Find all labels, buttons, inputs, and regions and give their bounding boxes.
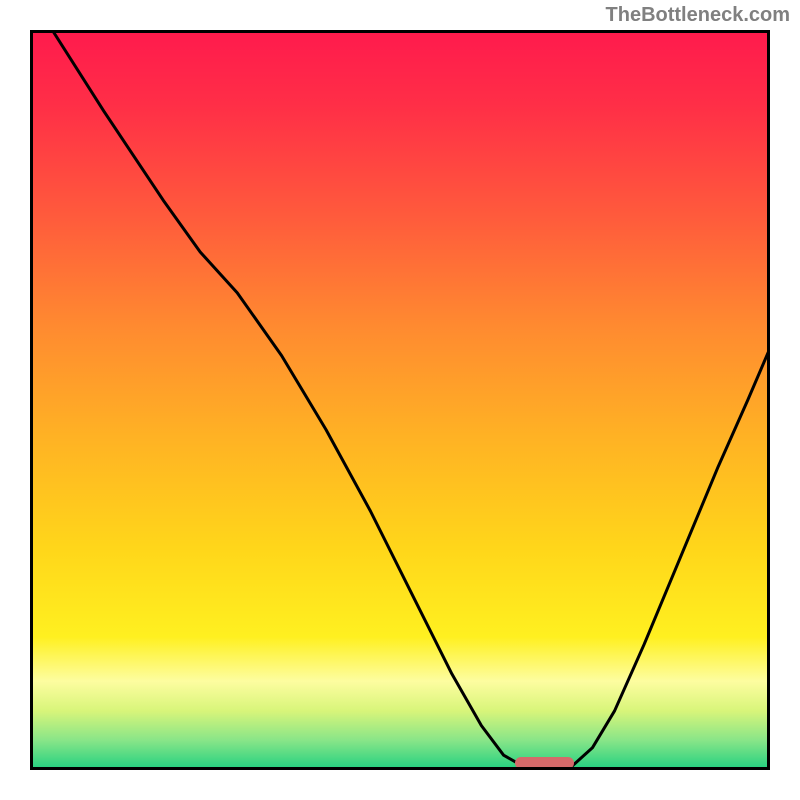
bottleneck-chart	[30, 30, 770, 770]
watermark-text: TheBottleneck.com	[606, 4, 790, 27]
optimal-marker	[515, 757, 574, 769]
bottleneck-curve	[30, 30, 770, 770]
